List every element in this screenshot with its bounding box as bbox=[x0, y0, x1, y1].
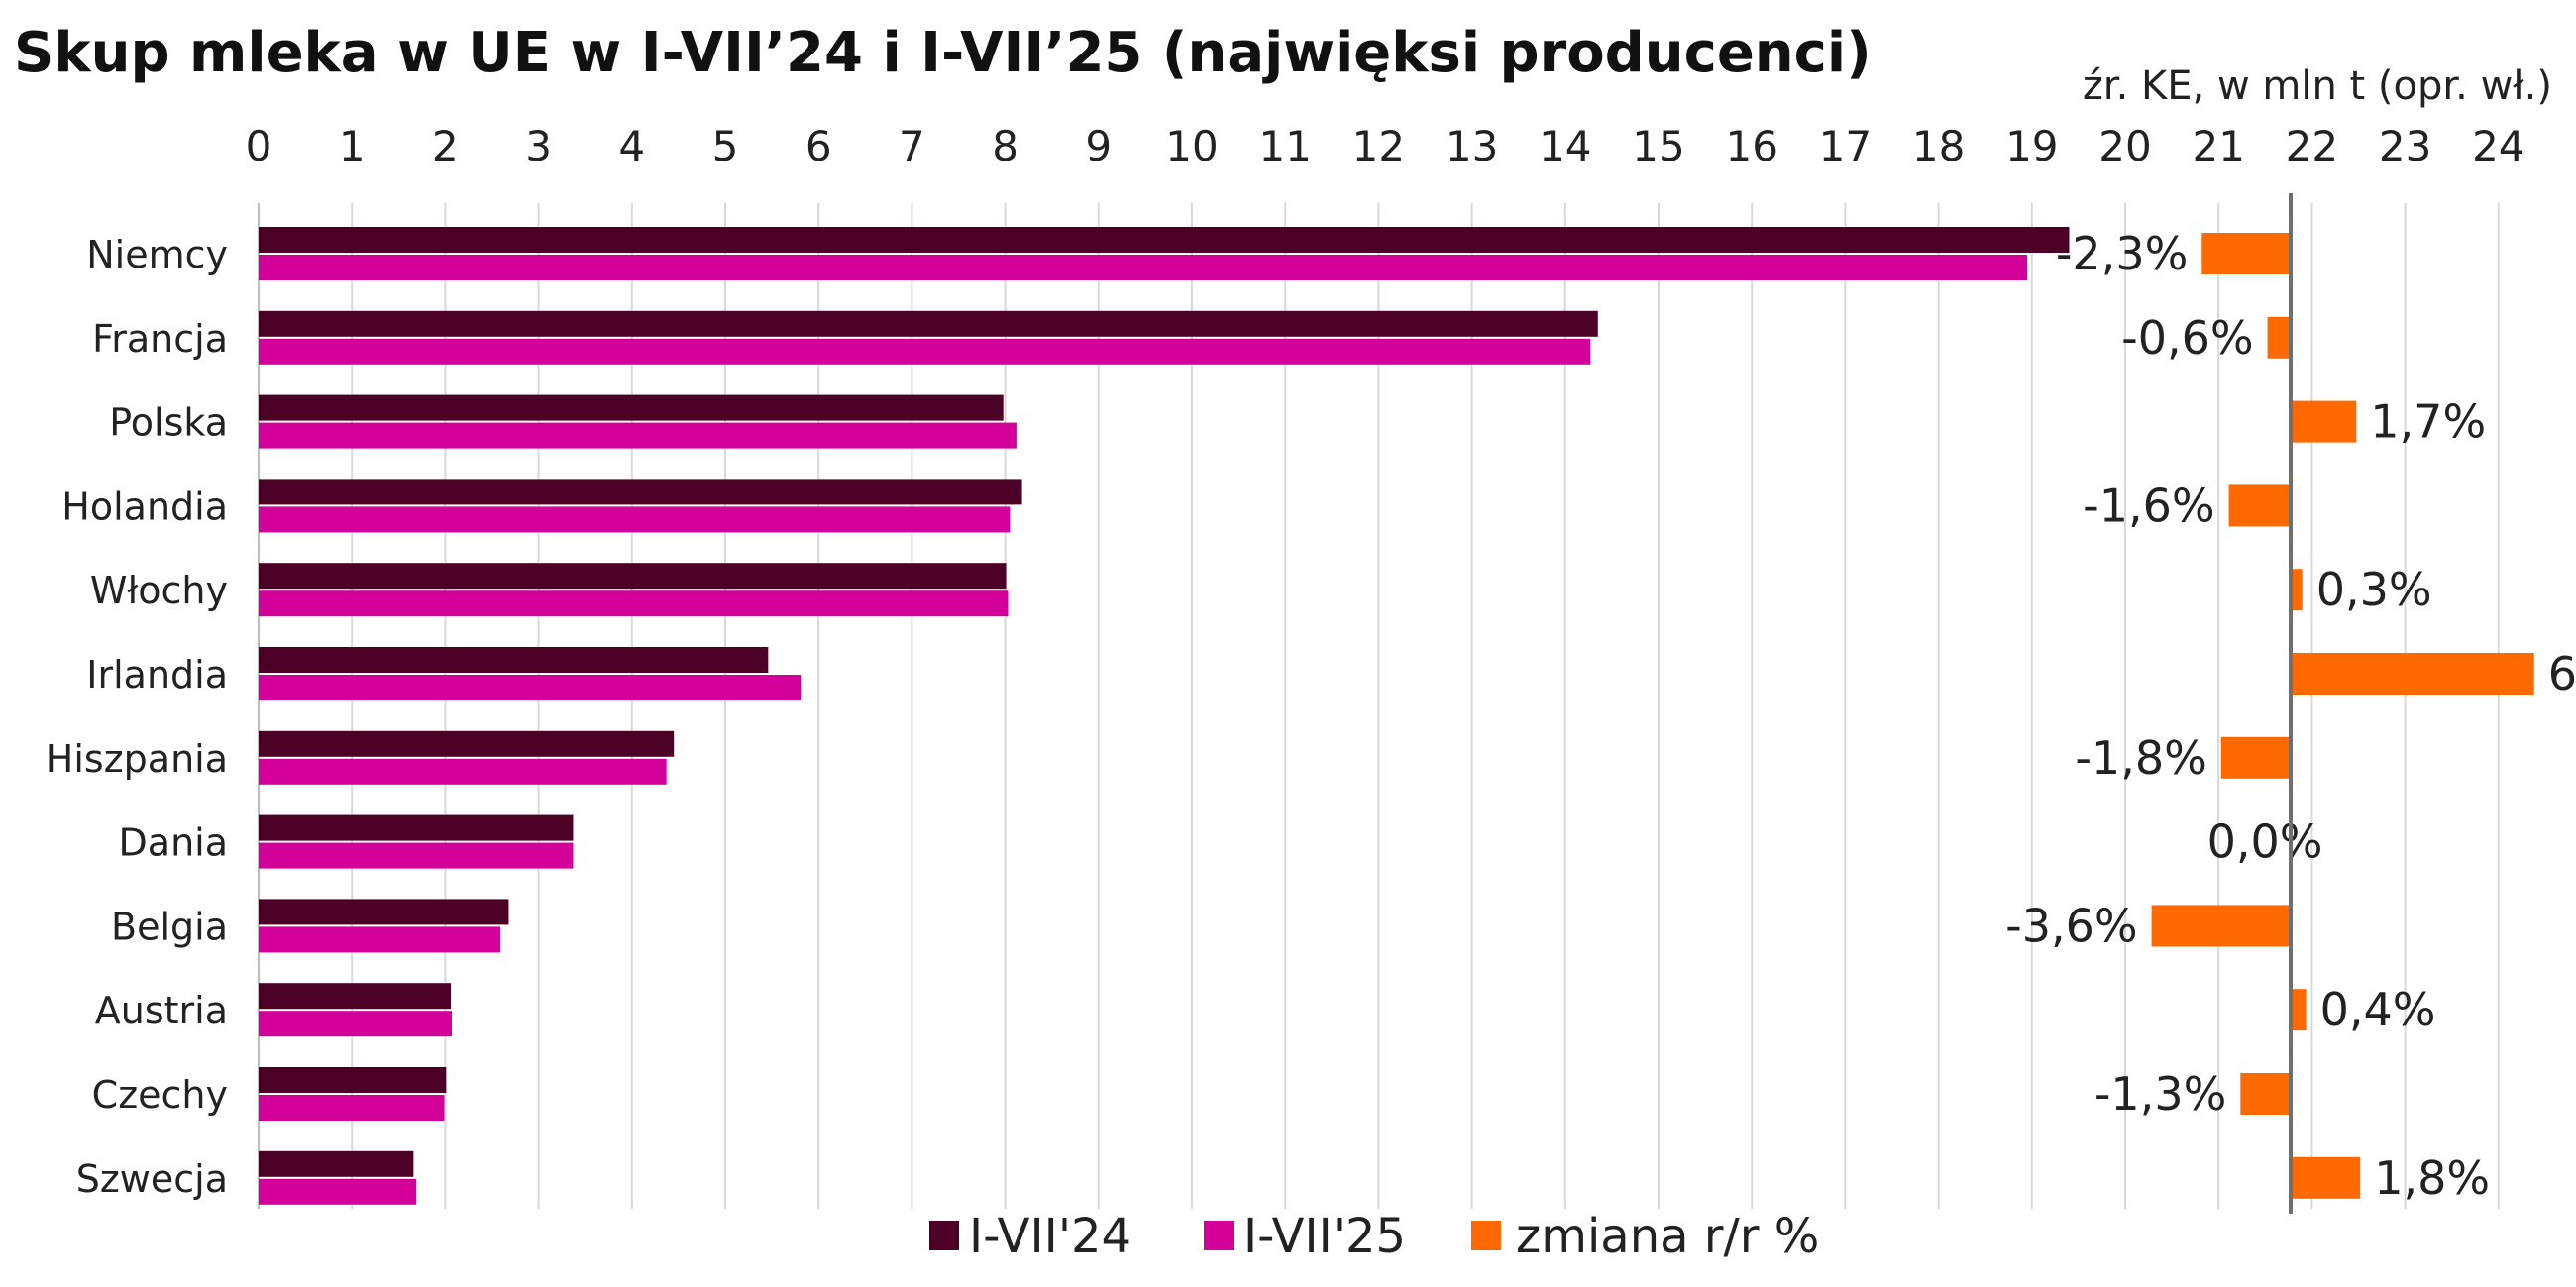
bar-2025 bbox=[259, 675, 802, 700]
category-label: Hiszpania bbox=[46, 737, 228, 781]
x-tick-label: 19 bbox=[2005, 122, 2058, 170]
x-tick-label: 7 bbox=[899, 122, 925, 170]
chart-title: Skup mleka w UE w I-VII’24 i I-VII’25 (n… bbox=[14, 21, 1872, 85]
bar-2024 bbox=[259, 1150, 414, 1177]
x-tick-label: 8 bbox=[992, 122, 1019, 170]
x-tick-label: 2 bbox=[432, 122, 459, 170]
gridlines bbox=[258, 203, 2500, 1209]
category-label: Irlandia bbox=[86, 653, 228, 697]
x-tick-label: 22 bbox=[2286, 122, 2338, 170]
bar-2025 bbox=[259, 842, 574, 869]
bar-2025 bbox=[259, 758, 667, 785]
legend-swatch-2025 bbox=[1204, 1221, 1234, 1250]
x-tick-label: 15 bbox=[1632, 122, 1684, 170]
x-tick-label: 4 bbox=[618, 122, 645, 170]
x-tick-label: 10 bbox=[1165, 122, 1218, 170]
x-tick-label: 5 bbox=[712, 122, 739, 170]
change-bar bbox=[2240, 1073, 2291, 1115]
change-bar bbox=[2291, 400, 2357, 443]
legend-label-2025: I-VII'25 bbox=[1243, 1209, 1406, 1264]
x-tick-label: 13 bbox=[1446, 122, 1498, 170]
x-tick-label: 11 bbox=[1258, 122, 1311, 170]
bar-2024 bbox=[259, 899, 509, 925]
change-label: 1,8% bbox=[2374, 1151, 2490, 1205]
x-tick-label: 20 bbox=[2098, 122, 2151, 170]
x-tick-label: 12 bbox=[1352, 122, 1405, 170]
bar-2025 bbox=[259, 255, 2028, 280]
change-bar bbox=[2267, 316, 2291, 359]
x-axis-ticks: 0 1 2 3 4 5 6 7 8 9 10 11 12 13 14 15 16 17 18 19 20 21 22 23 24 bbox=[246, 122, 2525, 170]
x-tick-label: 16 bbox=[1725, 122, 1777, 170]
x-tick-label: 23 bbox=[2379, 122, 2431, 170]
chart-subtitle: źr. KE, w mln t (opr. wł.) bbox=[2083, 63, 2552, 109]
legend: I-VII'24 I-VII'25 zmiana r/r % bbox=[929, 1209, 1819, 1264]
bar-2024 bbox=[259, 310, 1598, 337]
change-label: 6,3% bbox=[2548, 647, 2576, 700]
bar-2024 bbox=[259, 1067, 447, 1093]
change-label: -1,8% bbox=[2075, 731, 2206, 785]
change-bar bbox=[2228, 484, 2291, 527]
x-tick-label: 6 bbox=[805, 122, 832, 170]
change-bar bbox=[2291, 1156, 2361, 1199]
change-label: 0,0% bbox=[2207, 815, 2323, 869]
change-label: -1,6% bbox=[2083, 479, 2214, 532]
change-bar bbox=[2151, 905, 2291, 947]
legend-swatch-change bbox=[1471, 1221, 1501, 1250]
change-bar bbox=[2201, 233, 2291, 274]
bar-2024 bbox=[259, 479, 1022, 505]
bar-2025 bbox=[259, 926, 500, 953]
legend-label-2024: I-VII'24 bbox=[969, 1209, 1131, 1264]
category-label: Belgia bbox=[111, 905, 228, 948]
change-label: -0,6% bbox=[2121, 311, 2253, 365]
change-bars: -2,3% -0,6% 1,7% -1,6% 0,3% 6,3% -1,8%0,0% -3,6… bbox=[2005, 227, 2576, 1205]
change-label: 1,7% bbox=[2370, 395, 2486, 449]
change-label: -2,3% bbox=[2056, 227, 2188, 280]
change-label: 0,4% bbox=[2320, 983, 2436, 1036]
bar-2025 bbox=[259, 590, 1009, 617]
bar-2024 bbox=[259, 394, 1004, 421]
change-bar bbox=[2291, 989, 2307, 1031]
bar-2025 bbox=[259, 506, 1011, 533]
x-tick-label: 1 bbox=[339, 122, 366, 170]
x-tick-label: 18 bbox=[1912, 122, 1965, 170]
bar-2025 bbox=[259, 422, 1017, 449]
change-bar bbox=[2291, 653, 2534, 695]
category-label: Szwecja bbox=[76, 1157, 228, 1201]
legend-label-change: zmiana r/r % bbox=[1516, 1209, 1819, 1264]
change-bar bbox=[2220, 736, 2291, 779]
bar-2025 bbox=[259, 1011, 452, 1037]
bar-2024 bbox=[259, 983, 452, 1010]
category-label: Polska bbox=[109, 401, 228, 445]
category-label: Niemcy bbox=[86, 233, 228, 276]
category-label: Czechy bbox=[92, 1073, 228, 1117]
x-tick-label: 3 bbox=[525, 122, 552, 170]
change-label: 0,3% bbox=[2316, 563, 2432, 616]
category-label: Francja bbox=[92, 317, 228, 361]
x-tick-label: 24 bbox=[2472, 122, 2524, 170]
category-label: Holandia bbox=[61, 484, 228, 528]
x-tick-label: 0 bbox=[246, 122, 272, 170]
bar-2025 bbox=[259, 1178, 417, 1205]
x-tick-label: 17 bbox=[1819, 122, 1872, 170]
change-bar bbox=[2291, 569, 2303, 611]
x-tick-label: 14 bbox=[1539, 122, 1591, 170]
bars bbox=[259, 227, 2070, 1205]
bar-2025 bbox=[259, 1095, 445, 1121]
legend-swatch-2024 bbox=[929, 1221, 959, 1250]
category-label: Włochy bbox=[90, 569, 228, 612]
category-labels: Niemcy Francja Polska Holandia Włochy Irlandi… bbox=[46, 233, 228, 1201]
x-tick-label: 21 bbox=[2192, 122, 2244, 170]
category-label: Dania bbox=[119, 821, 228, 865]
bar-2024 bbox=[259, 730, 675, 757]
x-tick-label: 9 bbox=[1085, 122, 1112, 170]
bar-2024 bbox=[259, 227, 2070, 253]
bar-2024 bbox=[259, 647, 769, 673]
change-label: -1,3% bbox=[2094, 1067, 2226, 1121]
bar-2025 bbox=[259, 338, 1591, 365]
category-label: Austria bbox=[95, 989, 228, 1032]
change-label: -3,6% bbox=[2005, 899, 2137, 952]
bar-2024 bbox=[259, 814, 574, 841]
bar-2024 bbox=[259, 563, 1007, 590]
